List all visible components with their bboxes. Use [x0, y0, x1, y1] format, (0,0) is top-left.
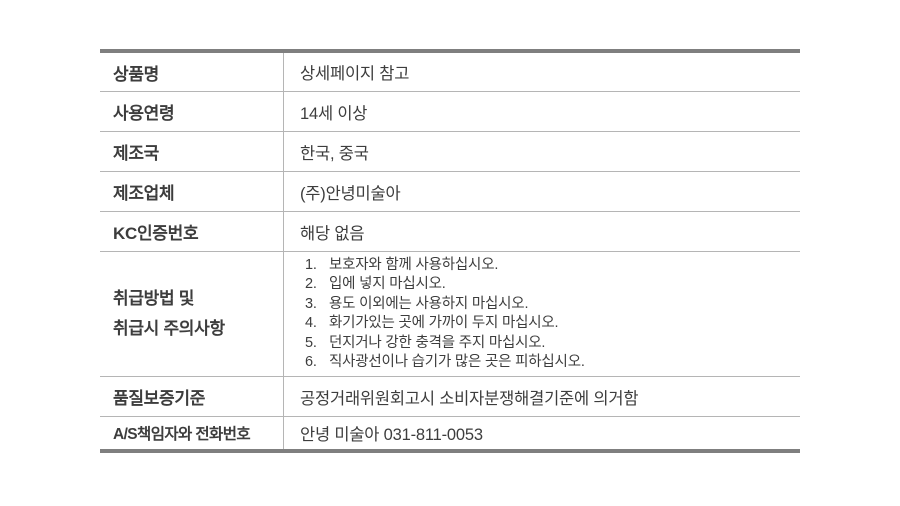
table-row-product-name: 상품명 상세페이지 참고	[100, 53, 800, 91]
list-item-number: 5.	[305, 334, 317, 351]
row-label-text: A/S책임자와 전화번호	[113, 426, 251, 443]
row-label: 제조업체	[100, 172, 284, 211]
row-value-text: (주)안녕미술아	[300, 184, 401, 203]
row-label-text: 제조업체	[113, 184, 175, 203]
list-item-number: 4.	[305, 315, 317, 331]
row-label: 취급방법 및 취급시 주의사항	[100, 252, 284, 376]
table-row-manufacturer: 제조업체 (주)안녕미술아	[100, 171, 800, 211]
row-label-line1: 취급방법 및	[113, 289, 195, 308]
list-item-number: 1.	[305, 256, 317, 273]
list-item-number: 3.	[305, 295, 317, 312]
list-item: 3. 용도 이외에는 사용하지 마십시오.	[305, 295, 585, 315]
row-value-text: 공정거래위원회고시 소비자분쟁해결기준에 의거함	[300, 389, 639, 408]
row-label: A/S책임자와 전화번호	[100, 417, 284, 449]
table-row-handling-precautions: 취급방법 및 취급시 주의사항 1. 보호자와 함께 사용하십시오. 2. 입에…	[100, 251, 800, 376]
row-label-text: 사용연령	[113, 104, 175, 123]
row-label: 상품명	[100, 53, 284, 91]
row-label-text: 상품명	[113, 64, 160, 84]
list-item-text: 직사광선이나 습기가 많은 곳은 피하십시오.	[329, 354, 585, 370]
list-item-text: 입에 넣지 마십시오.	[329, 276, 446, 292]
row-value-text: 한국, 중국	[300, 144, 369, 163]
row-label-text: 제조국	[113, 144, 160, 163]
row-value-text: 상세페이지 참고	[300, 65, 410, 83]
row-value-text: 안녕 미술아 031-811-0053	[300, 426, 483, 444]
row-label-text: 취급방법 및 취급시 주의사항	[113, 284, 225, 344]
list-item-text: 던지거나 강한 충격을 주지 마십시오.	[329, 334, 546, 351]
row-value-text: 해당 없음	[300, 224, 365, 243]
care-instructions-list: 1. 보호자와 함께 사용하십시오. 2. 입에 넣지 마십시오. 3. 용도 …	[300, 256, 585, 373]
row-label: 제조국	[100, 132, 284, 171]
row-value: 안녕 미술아 031-811-0053	[284, 417, 800, 449]
list-item-number: 2.	[305, 276, 317, 292]
row-value-text: 14세 이상	[300, 104, 368, 123]
table-row-usage-age: 사용연령 14세 이상	[100, 91, 800, 131]
row-label: 품질보증기준	[100, 377, 284, 416]
row-label-text: 품질보증기준	[113, 389, 206, 408]
list-item-number: 6.	[305, 354, 317, 370]
row-label: 사용연령	[100, 92, 284, 131]
list-item-text: 용도 이외에는 사용하지 마십시오.	[329, 295, 529, 312]
row-value: 1. 보호자와 함께 사용하십시오. 2. 입에 넣지 마십시오. 3. 용도 …	[284, 252, 800, 376]
list-item: 6. 직사광선이나 습기가 많은 곳은 피하십시오.	[305, 353, 585, 373]
row-label-text: KC인증번호	[113, 224, 199, 243]
row-value: 해당 없음	[284, 212, 800, 251]
row-value: (주)안녕미술아	[284, 172, 800, 211]
row-value: 공정거래위원회고시 소비자분쟁해결기준에 의거함	[284, 377, 800, 416]
product-spec-table: 상품명 상세페이지 참고 사용연령 14세 이상 제조국 한국, 중국	[100, 49, 800, 453]
table-row-as-contact: A/S책임자와 전화번호 안녕 미술아 031-811-0053	[100, 416, 800, 449]
row-label: KC인증번호	[100, 212, 284, 251]
list-item: 2. 입에 넣지 마십시오.	[305, 275, 585, 295]
list-item: 4. 화기가있는 곳에 가까이 두지 마십시오.	[305, 314, 585, 334]
table-row-kc-certification: KC인증번호 해당 없음	[100, 211, 800, 251]
row-label-line2: 취급시 주의사항	[113, 319, 225, 338]
table-row-quality-guarantee: 품질보증기준 공정거래위원회고시 소비자분쟁해결기준에 의거함	[100, 376, 800, 416]
list-item-text: 화기가있는 곳에 가까이 두지 마십시오.	[329, 315, 559, 331]
list-item: 5. 던지거나 강한 충격을 주지 마십시오.	[305, 334, 585, 354]
list-item-text: 보호자와 함께 사용하십시오.	[329, 256, 499, 273]
row-value: 14세 이상	[284, 92, 800, 131]
table-row-country-of-origin: 제조국 한국, 중국	[100, 131, 800, 171]
row-value: 상세페이지 참고	[284, 53, 800, 91]
row-value: 한국, 중국	[284, 132, 800, 171]
list-item: 1. 보호자와 함께 사용하십시오.	[305, 256, 585, 276]
